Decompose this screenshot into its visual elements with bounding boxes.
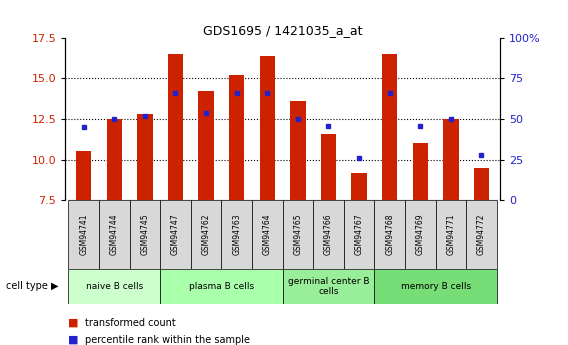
Text: GSM94764: GSM94764 [263, 214, 272, 255]
Bar [405, 200, 436, 269]
Bar [76, 151, 91, 200]
Bar [344, 200, 374, 269]
Bar [290, 101, 306, 200]
Text: GSM94747: GSM94747 [171, 214, 180, 255]
Bar [137, 114, 153, 200]
Bar [252, 200, 283, 269]
Bar [412, 143, 428, 200]
Text: GSM94767: GSM94767 [354, 214, 364, 255]
Text: GSM94772: GSM94772 [477, 214, 486, 255]
Text: GSM94745: GSM94745 [140, 214, 149, 255]
Text: percentile rank within the sample: percentile rank within the sample [85, 335, 250, 345]
Text: GSM94762: GSM94762 [202, 214, 211, 255]
Bar [443, 119, 458, 200]
Text: GSM94768: GSM94768 [385, 214, 394, 255]
Text: ■: ■ [68, 318, 78, 327]
Bar [99, 200, 130, 269]
Bar [374, 200, 405, 269]
Bar [283, 200, 313, 269]
Bar [191, 200, 222, 269]
Text: germinal center B
cells: germinal center B cells [288, 277, 369, 296]
Text: transformed count: transformed count [85, 318, 176, 327]
Bar [168, 54, 183, 200]
Title: GDS1695 / 1421035_a_at: GDS1695 / 1421035_a_at [203, 24, 362, 37]
Text: GSM94769: GSM94769 [416, 214, 425, 255]
Bar [321, 134, 336, 200]
Bar [436, 200, 466, 269]
Bar [198, 91, 214, 200]
Bar [107, 119, 122, 200]
Bar [466, 200, 497, 269]
Bar [222, 200, 252, 269]
Bar [474, 168, 489, 200]
Text: memory B cells: memory B cells [400, 282, 471, 291]
Text: ■: ■ [68, 335, 78, 345]
Text: plasma B cells: plasma B cells [189, 282, 254, 291]
Bar [160, 200, 191, 269]
Bar [160, 269, 283, 304]
Bar [382, 54, 398, 200]
Bar [352, 172, 367, 200]
Bar [68, 269, 160, 304]
Bar [229, 75, 244, 200]
Bar [260, 56, 275, 200]
Bar [68, 200, 99, 269]
Text: GSM94744: GSM94744 [110, 214, 119, 255]
Bar [130, 200, 160, 269]
Text: GSM94765: GSM94765 [294, 214, 302, 255]
Text: naive B cells: naive B cells [86, 282, 143, 291]
Bar [313, 200, 344, 269]
Text: GSM94766: GSM94766 [324, 214, 333, 255]
Text: GSM94771: GSM94771 [446, 214, 456, 255]
Text: GSM94741: GSM94741 [79, 214, 88, 255]
Bar [374, 269, 497, 304]
Bar [283, 269, 374, 304]
Text: cell type ▶: cell type ▶ [6, 282, 58, 291]
Text: GSM94763: GSM94763 [232, 214, 241, 255]
